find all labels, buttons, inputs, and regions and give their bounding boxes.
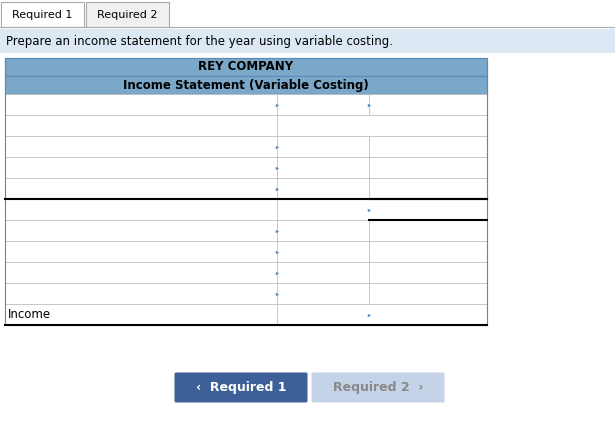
Text: Prepare an income statement for the year using variable costing.: Prepare an income statement for the year…: [6, 35, 393, 48]
Bar: [277, 262, 369, 283]
Bar: [5, 220, 277, 241]
Bar: [277, 304, 487, 325]
Bar: [277, 136, 369, 157]
Text: Income Statement (Variable Costing): Income Statement (Variable Costing): [123, 78, 369, 92]
Bar: [277, 241, 369, 262]
Bar: [5, 76, 487, 94]
Bar: [369, 178, 487, 199]
Bar: [277, 115, 487, 136]
Bar: [277, 220, 369, 241]
Bar: [5, 262, 277, 283]
Text: Required 2  ›: Required 2 ›: [333, 381, 423, 394]
Bar: [369, 220, 487, 241]
Bar: [5, 58, 487, 76]
Text: Required 1: Required 1: [12, 9, 73, 20]
Bar: [369, 241, 487, 262]
Bar: [369, 262, 487, 283]
Bar: [0, 29, 615, 53]
Bar: [277, 199, 487, 220]
Text: ‹  Required 1: ‹ Required 1: [196, 381, 286, 394]
Bar: [277, 94, 369, 115]
Bar: [5, 157, 277, 178]
Bar: [369, 157, 487, 178]
Bar: [5, 115, 277, 136]
Text: Required 2: Required 2: [97, 9, 158, 20]
Bar: [86, 2, 169, 27]
Bar: [1, 2, 84, 27]
Bar: [5, 94, 277, 115]
Bar: [277, 178, 369, 199]
FancyBboxPatch shape: [312, 372, 445, 402]
Text: REY COMPANY: REY COMPANY: [199, 61, 293, 73]
FancyBboxPatch shape: [175, 372, 308, 402]
Bar: [5, 241, 277, 262]
Bar: [369, 283, 487, 304]
Bar: [277, 283, 369, 304]
Bar: [5, 136, 277, 157]
Text: Income: Income: [8, 308, 51, 321]
Bar: [5, 199, 277, 220]
Bar: [5, 283, 277, 304]
Bar: [369, 94, 487, 115]
Bar: [277, 157, 369, 178]
Bar: [5, 304, 277, 325]
Bar: [5, 178, 277, 199]
Bar: [5, 58, 487, 325]
Bar: [369, 136, 487, 157]
